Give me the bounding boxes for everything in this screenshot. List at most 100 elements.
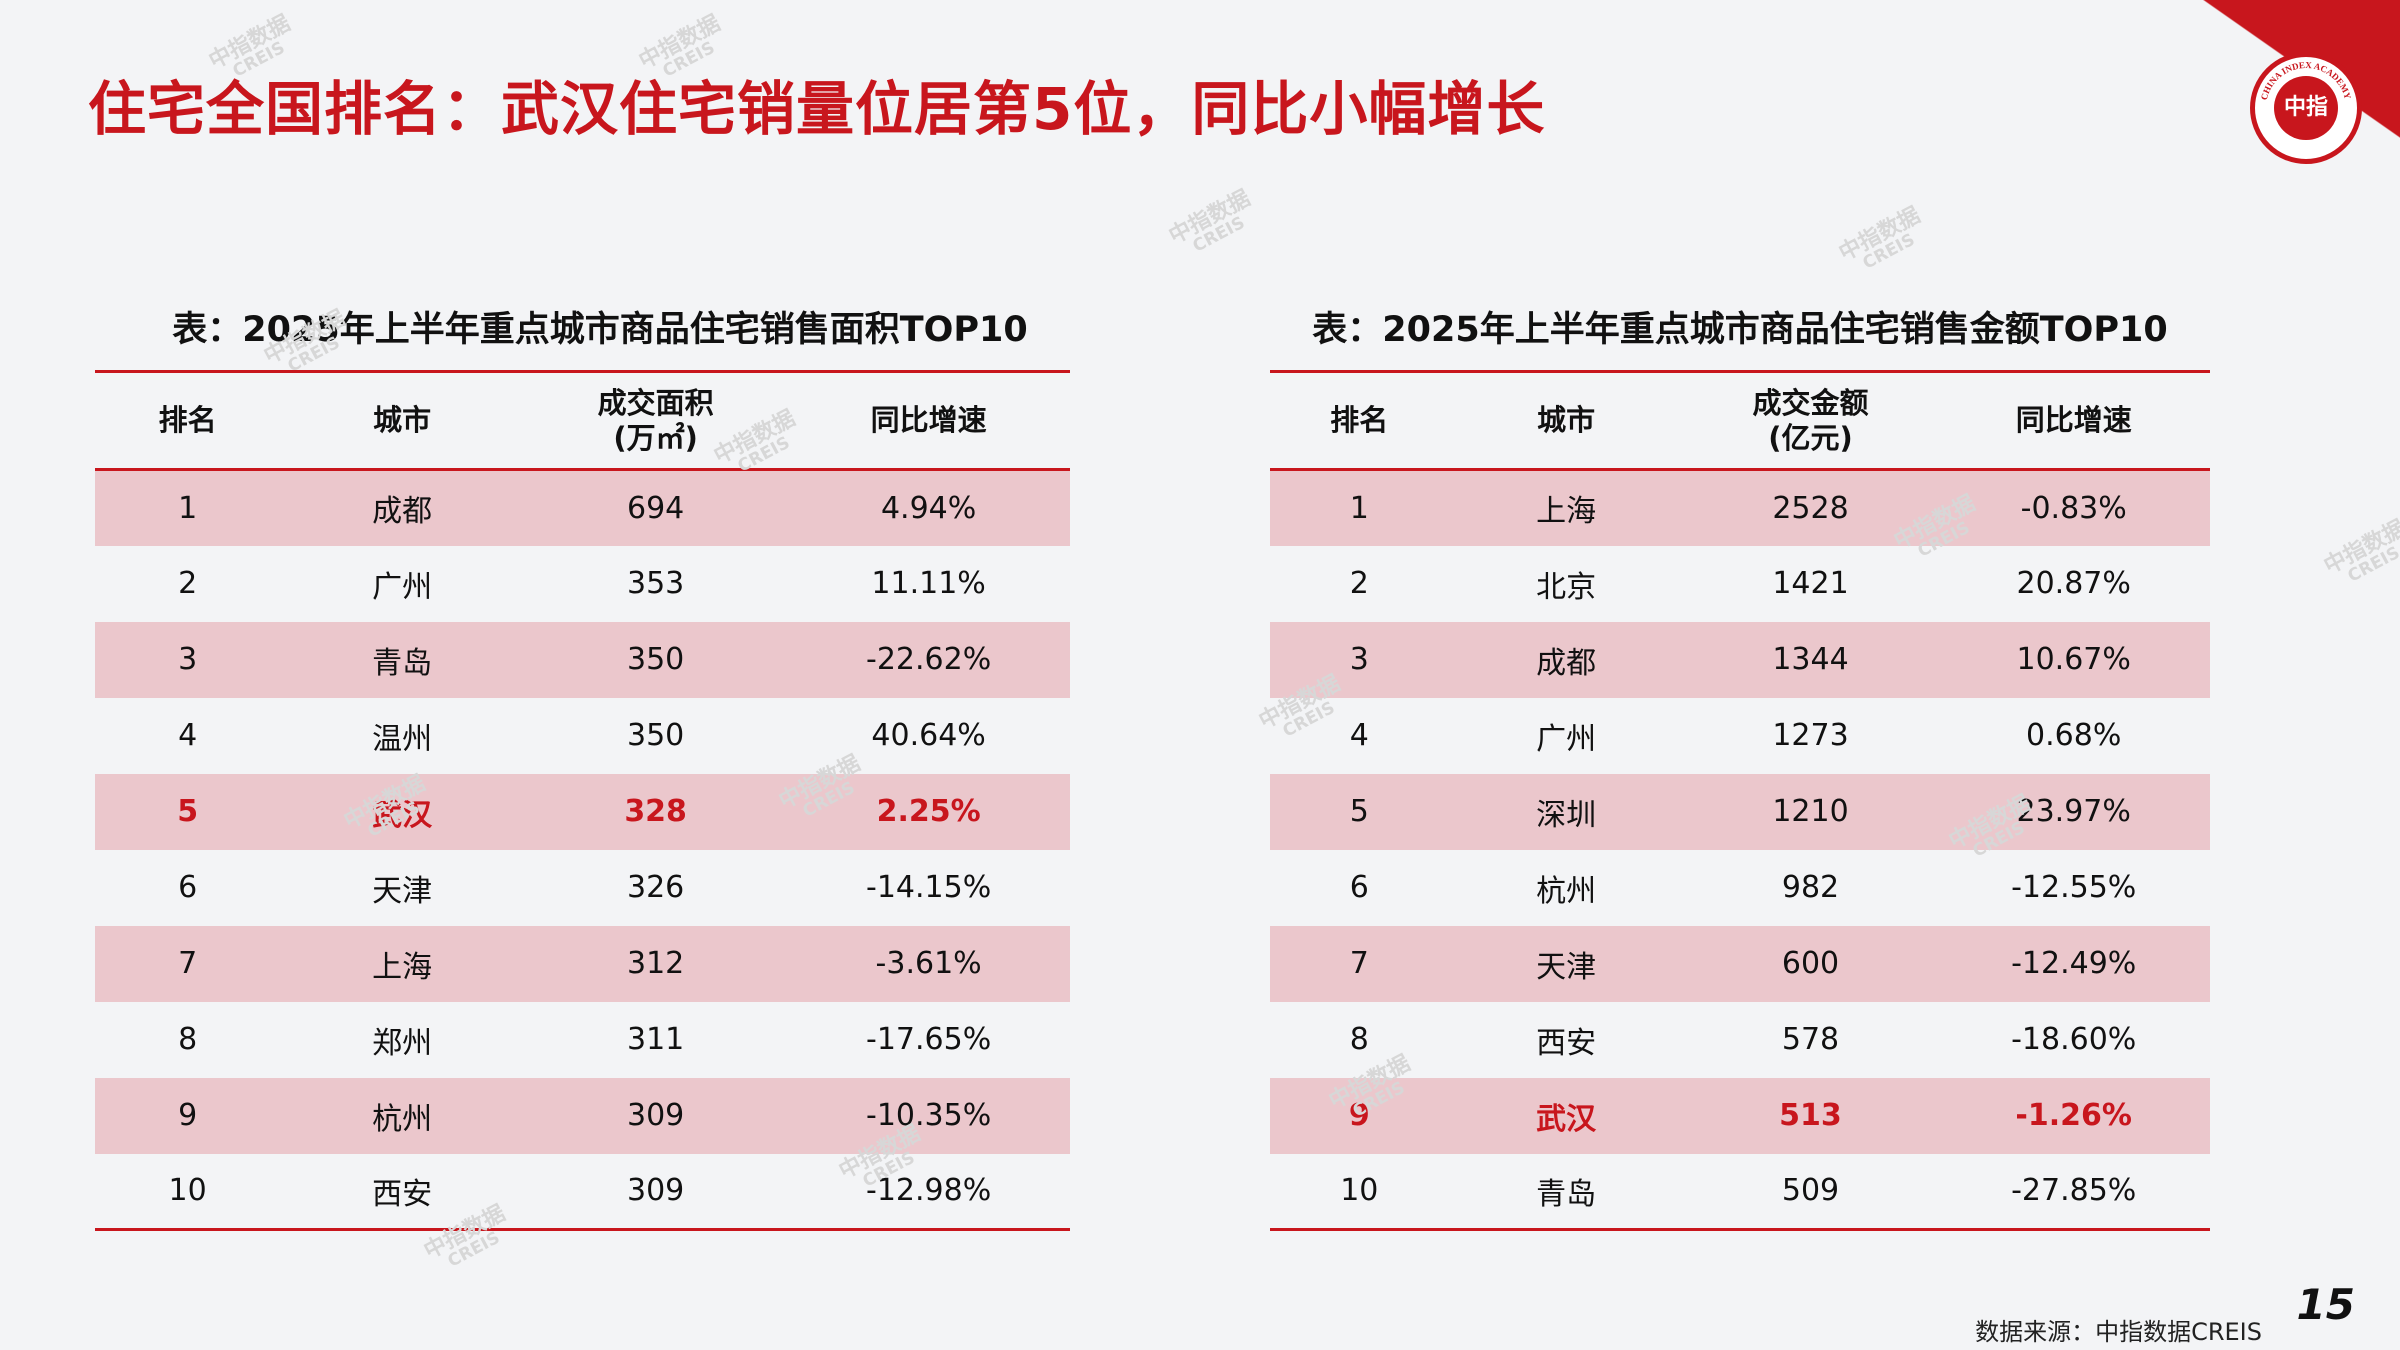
academy-logo: CHINA INDEX ACADEMY 中指 xyxy=(2250,52,2362,164)
amount-cell-city: 西安 xyxy=(1536,1025,1597,1061)
amount-row-3: 3 成都 1344 10.67% xyxy=(1270,621,2210,698)
amount-row-9: 9 武汉 513 -1.26% xyxy=(1270,1077,2210,1154)
area-cell-city: 天津 xyxy=(372,873,433,909)
area-row-2: 2 广州 353 11.11% xyxy=(95,546,1070,622)
amount-cell-city: 青岛 xyxy=(1536,1176,1597,1212)
area-cell-growth: -10.35% xyxy=(866,1098,992,1133)
header-rank: 排名 xyxy=(158,403,217,438)
header-value: 成交金额 (亿元) xyxy=(1684,372,1938,470)
area-cell-growth: 11.11% xyxy=(871,566,986,601)
watermark-main: 中指数据 xyxy=(2320,515,2400,580)
area-row-3: 3 青岛 350 -22.62% xyxy=(95,621,1070,698)
amount-cell-rank: 9 xyxy=(1348,1098,1370,1133)
page-number: 15 xyxy=(2296,1280,2355,1329)
watermark: 中指数据 CREIS xyxy=(1165,185,1263,264)
area-cell-rank: 5 xyxy=(177,794,199,829)
amount-cell-growth: 0.68% xyxy=(2026,718,2122,753)
area-row-10: 10 西安 309 -12.98% xyxy=(95,1154,1070,1230)
amount-table-title: 表：2025年上半年重点城市商品住宅销售金额TOP10 xyxy=(1312,310,2168,350)
area-cell-city: 杭州 xyxy=(372,1101,433,1137)
amount-row-8: 8 西安 578 -18.60% xyxy=(1270,1002,2210,1078)
amount-cell-rank: 10 xyxy=(1340,1173,1379,1209)
logo-label: 中指 xyxy=(2283,95,2328,120)
area-cell-growth: -22.62% xyxy=(866,642,992,677)
amount-row-6: 6 杭州 982 -12.55% xyxy=(1270,850,2210,926)
area-cell-value: 328 xyxy=(624,794,687,829)
area-row-6: 6 天津 326 -14.15% xyxy=(95,850,1070,926)
header-city: 城市 xyxy=(373,403,432,438)
area-cell-city: 青岛 xyxy=(372,645,433,681)
area-table-header: 排名 城市 成交面积 (万㎡) 同比增速 xyxy=(95,372,1070,470)
amount-cell-rank: 3 xyxy=(1349,642,1369,677)
area-cell-growth: 4.94% xyxy=(880,490,977,526)
amount-cell-city: 深圳 xyxy=(1536,797,1597,833)
page-title: 住宅全国排名：武汉住宅销量位居第5位，同比小幅增长 xyxy=(88,75,1546,143)
amount-cell-value: 2528 xyxy=(1772,490,1849,526)
header-rank: 排名 xyxy=(1330,403,1389,438)
amount-cell-growth: -12.49% xyxy=(2011,946,2137,981)
watermark: 中指数据 CREIS xyxy=(1835,202,1933,281)
area-cell-value: 309 xyxy=(626,1098,685,1133)
header-value-line1: 成交金额 xyxy=(1752,385,1869,420)
amount-table-header: 排名 城市 成交金额 (亿元) 同比增速 xyxy=(1270,372,2210,470)
area-cell-rank: 10 xyxy=(168,1173,207,1209)
amount-cell-growth: 10.67% xyxy=(2016,642,2131,677)
area-cell-value: 350 xyxy=(626,718,685,753)
area-cell-city: 广州 xyxy=(372,569,433,605)
area-cell-rank: 7 xyxy=(178,946,198,981)
area-cell-city: 温州 xyxy=(372,721,433,757)
logo-ring-text: CHINA INDEX ACADEMY xyxy=(2259,60,2353,101)
amount-row-4: 4 广州 1273 0.68% xyxy=(1270,698,2210,774)
area-cell-rank: 9 xyxy=(178,1098,198,1133)
area-cell-value: 312 xyxy=(626,946,685,981)
area-table-title: 表：2025年上半年重点城市商品住宅销售面积TOP10 xyxy=(172,310,1028,350)
area-cell-growth: 40.64% xyxy=(871,718,986,753)
amount-cell-city: 上海 xyxy=(1536,494,1597,530)
amount-cell-rank: 5 xyxy=(1349,794,1369,829)
amount-cell-rank: 6 xyxy=(1349,870,1369,905)
area-row-4: 4 温州 350 40.64% xyxy=(95,698,1070,774)
area-cell-city: 西安 xyxy=(372,1176,433,1212)
area-cell-rank: 2 xyxy=(178,566,198,601)
amount-cell-rank: 1 xyxy=(1349,490,1369,526)
amount-cell-city: 杭州 xyxy=(1536,873,1597,909)
amount-cell-value: 1421 xyxy=(1772,566,1849,601)
amount-cell-rank: 2 xyxy=(1349,566,1369,601)
area-cell-rank: 8 xyxy=(178,1022,198,1057)
amount-cell-city: 天津 xyxy=(1536,949,1597,985)
amount-cell-rank: 4 xyxy=(1349,718,1369,753)
header-growth: 同比增速 xyxy=(2015,403,2132,438)
logo-center: 中指 xyxy=(2274,76,2338,140)
watermark-main: 中指数据 xyxy=(1165,185,1255,250)
amount-cell-growth: 23.97% xyxy=(2016,794,2131,829)
amount-cell-value: 1344 xyxy=(1772,642,1849,677)
amount-cell-value: 1210 xyxy=(1772,794,1849,829)
area-cell-rank: 1 xyxy=(178,490,198,526)
amount-cell-value: 578 xyxy=(1781,1022,1840,1057)
amount-cell-city: 成都 xyxy=(1536,645,1597,681)
amount-cell-value: 600 xyxy=(1781,946,1840,981)
area-cell-growth: 2.25% xyxy=(876,794,981,829)
amount-cell-growth: -1.26% xyxy=(2015,1098,2132,1133)
area-row-5: 5 武汉 328 2.25% xyxy=(95,773,1070,850)
header-growth: 同比增速 xyxy=(870,403,987,438)
amount-row-5: 5 深圳 1210 23.97% xyxy=(1270,773,2210,850)
amount-cell-city: 北京 xyxy=(1536,569,1597,605)
amount-cell-growth: -18.60% xyxy=(2011,1022,2137,1057)
area-cell-rank: 6 xyxy=(178,870,198,905)
amount-cell-growth: -12.55% xyxy=(2011,870,2137,905)
amount-cell-value: 513 xyxy=(1779,1098,1842,1133)
amount-cell-value: 509 xyxy=(1781,1173,1840,1209)
header-value-line1: 成交面积 xyxy=(597,385,714,420)
amount-cell-value: 1273 xyxy=(1772,718,1849,753)
amount-row-1: 1 上海 2528 -0.83% xyxy=(1270,469,2210,546)
amount-cell-growth: -0.83% xyxy=(2020,490,2127,526)
area-cell-growth: -3.61% xyxy=(875,946,982,981)
amount-row-2: 2 北京 1421 20.87% xyxy=(1270,546,2210,622)
amount-cell-growth: -27.85% xyxy=(2011,1173,2137,1209)
watermark-sub: CREIS xyxy=(1859,229,1919,274)
amount-cell-city: 武汉 xyxy=(1536,1101,1597,1137)
watermark: 中指数据 CREIS xyxy=(2320,515,2400,594)
watermark-sub: CREIS xyxy=(1189,212,1249,257)
watermark-main: 中指数据 xyxy=(1835,202,1925,267)
